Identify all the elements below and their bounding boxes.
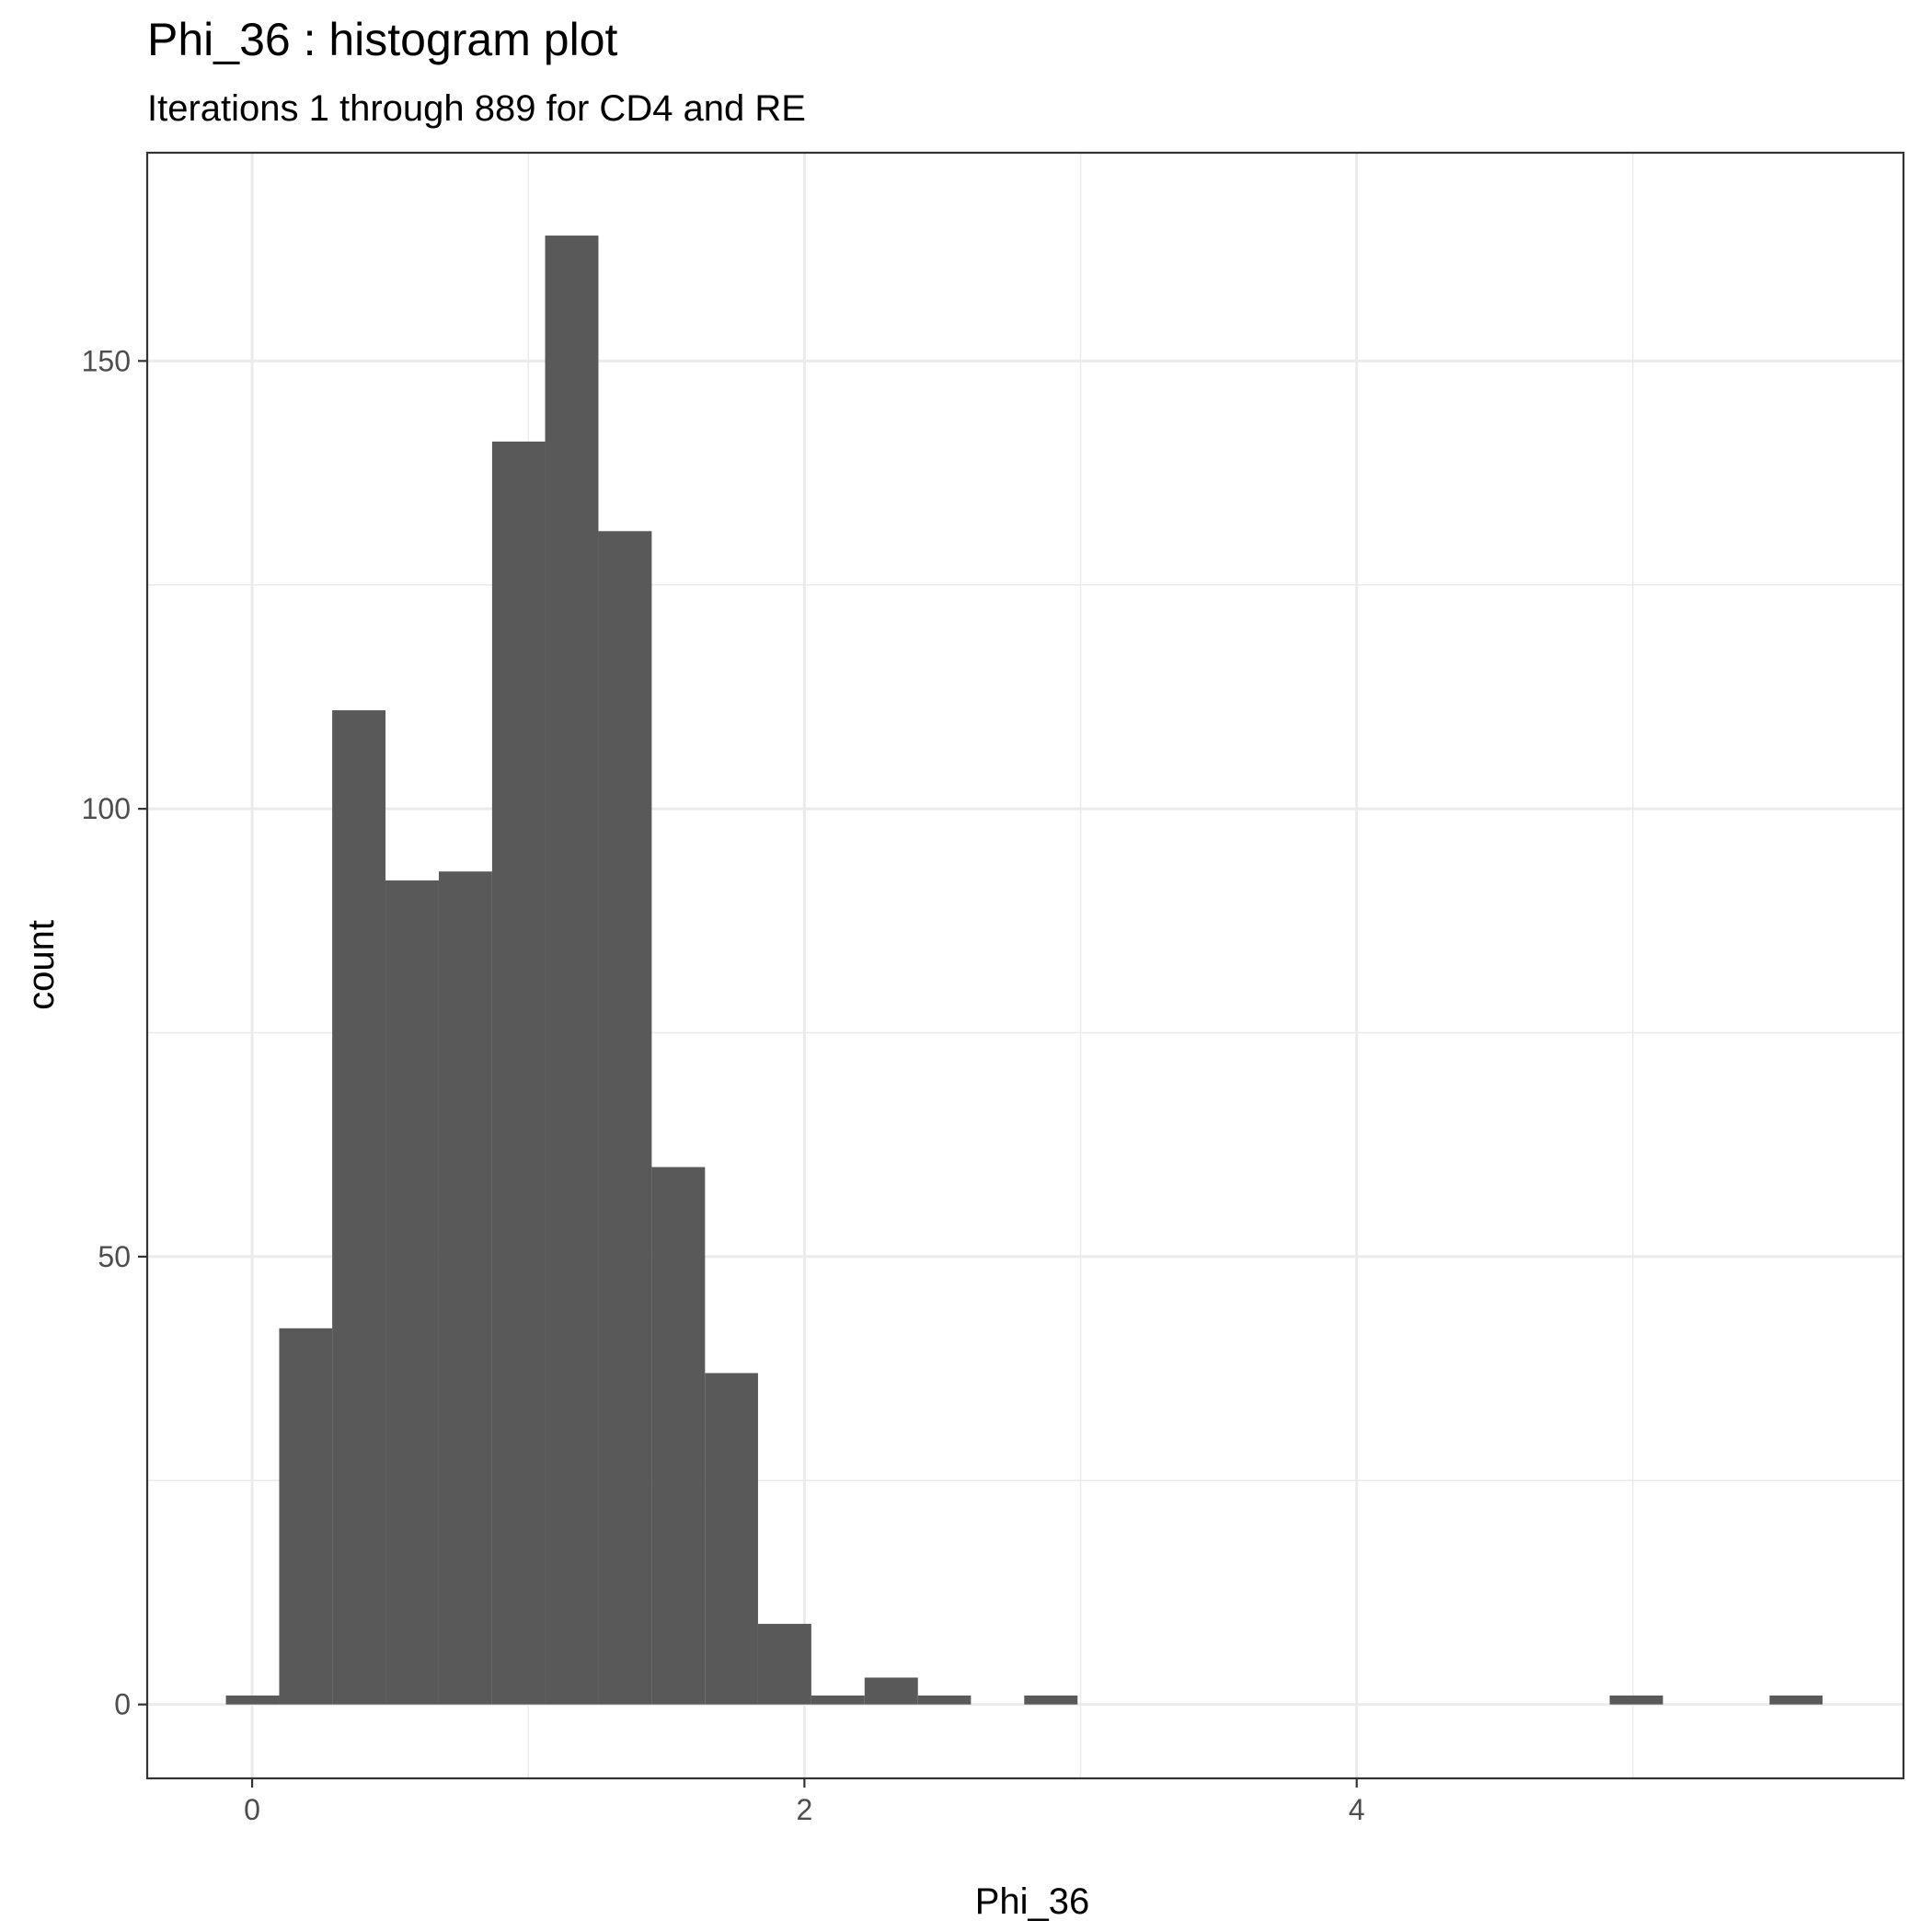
- x-axis: 0 2 4: [244, 1778, 1365, 1826]
- histogram-bar-29: [1769, 1695, 1823, 1705]
- y-tick-label-2: 100: [82, 792, 131, 825]
- chart-title: Phi_36 : histogram plot: [147, 14, 618, 65]
- histogram-bar-10: [757, 1624, 811, 1705]
- y-axis: 0 50 100 150: [82, 344, 147, 1721]
- histogram-bar-3: [385, 880, 439, 1705]
- x-tick-label-1: 2: [796, 1793, 812, 1826]
- x-tick-label-0: 0: [244, 1793, 260, 1826]
- x-tick-label-2: 4: [1349, 1793, 1365, 1826]
- histogram-bar-0: [225, 1695, 280, 1705]
- histogram-bar-7: [598, 531, 652, 1705]
- histogram-bar-12: [864, 1677, 918, 1705]
- histogram-bar-2: [332, 710, 386, 1705]
- y-tick-label-3: 150: [82, 344, 131, 377]
- chart-subtitle: Iterations 1 through 889 for CD4 and RE: [147, 88, 806, 129]
- histogram-bars: [225, 236, 1823, 1705]
- histogram-bar-13: [917, 1695, 972, 1705]
- y-tick-label-1: 50: [98, 1240, 131, 1273]
- histogram-bar-15: [1024, 1695, 1078, 1705]
- histogram-bar-5: [491, 441, 546, 1705]
- histogram-bar-1: [279, 1328, 333, 1705]
- y-axis-title: count: [21, 920, 62, 1010]
- histogram-bar-6: [545, 236, 599, 1705]
- histogram-bar-4: [438, 871, 492, 1705]
- histogram-bar-9: [705, 1373, 758, 1705]
- histogram-bar-8: [651, 1167, 706, 1705]
- y-tick-label-0: 0: [114, 1688, 131, 1721]
- histogram-bar-11: [811, 1695, 865, 1705]
- panel-border: [145, 151, 1905, 1780]
- histogram-bar-26: [1609, 1695, 1663, 1705]
- x-axis-title: Phi_36: [975, 1881, 1090, 1922]
